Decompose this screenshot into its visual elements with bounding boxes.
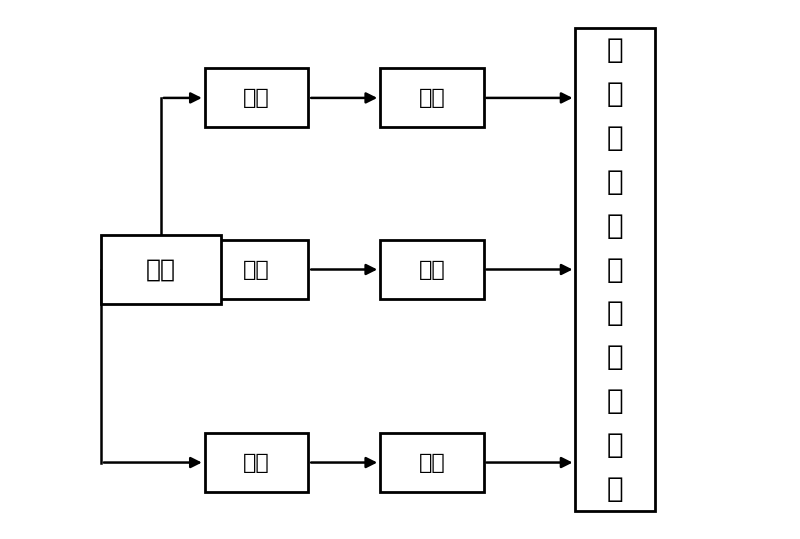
Bar bbox=[575, 28, 655, 511]
Text: 道: 道 bbox=[607, 124, 623, 152]
Bar bbox=[380, 68, 484, 127]
Text: 前放: 前放 bbox=[243, 88, 270, 108]
Bar bbox=[101, 234, 221, 305]
Text: 合: 合 bbox=[607, 299, 623, 327]
Text: 三: 三 bbox=[607, 36, 623, 64]
Text: 字: 字 bbox=[607, 212, 623, 240]
Text: 通: 通 bbox=[607, 80, 623, 108]
Bar bbox=[205, 433, 308, 492]
Text: 主放: 主放 bbox=[418, 453, 446, 473]
Text: 数: 数 bbox=[607, 168, 623, 196]
Bar bbox=[205, 240, 308, 299]
Text: 多: 多 bbox=[607, 343, 623, 371]
Text: 信号: 信号 bbox=[146, 258, 176, 281]
Text: 道: 道 bbox=[607, 387, 623, 415]
Text: 符: 符 bbox=[607, 255, 623, 284]
Text: 系: 系 bbox=[607, 431, 623, 459]
Text: 主放: 主放 bbox=[418, 88, 446, 108]
Bar bbox=[380, 240, 484, 299]
Text: 统: 统 bbox=[607, 475, 623, 503]
Bar bbox=[380, 433, 484, 492]
Text: 前放: 前放 bbox=[243, 453, 270, 473]
Text: 前放: 前放 bbox=[243, 259, 270, 280]
Bar bbox=[205, 68, 308, 127]
Text: 主放: 主放 bbox=[418, 259, 446, 280]
